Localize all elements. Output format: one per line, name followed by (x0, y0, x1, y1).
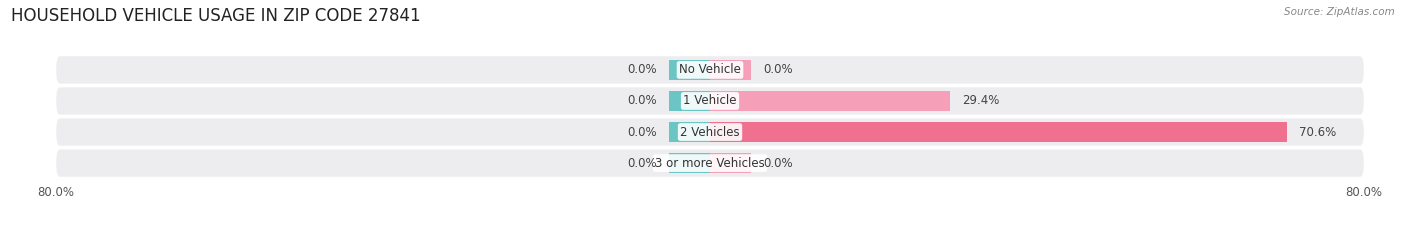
FancyBboxPatch shape (56, 87, 1364, 115)
Text: No Vehicle: No Vehicle (679, 63, 741, 76)
Text: 1 Vehicle: 1 Vehicle (683, 94, 737, 107)
Text: HOUSEHOLD VEHICLE USAGE IN ZIP CODE 27841: HOUSEHOLD VEHICLE USAGE IN ZIP CODE 2784… (11, 7, 420, 25)
Bar (710, 154, 751, 173)
Text: 0.0%: 0.0% (763, 157, 793, 170)
Bar (710, 122, 1286, 142)
Text: 0.0%: 0.0% (627, 157, 657, 170)
Bar (669, 60, 710, 79)
Text: 29.4%: 29.4% (963, 94, 1000, 107)
Bar (710, 91, 950, 111)
Text: 70.6%: 70.6% (1299, 126, 1337, 139)
Text: 0.0%: 0.0% (627, 126, 657, 139)
Bar (669, 91, 710, 111)
Text: 0.0%: 0.0% (627, 63, 657, 76)
FancyBboxPatch shape (56, 56, 1364, 84)
FancyBboxPatch shape (56, 149, 1364, 177)
Text: 0.0%: 0.0% (763, 63, 793, 76)
Text: 0.0%: 0.0% (627, 94, 657, 107)
Text: 3 or more Vehicles: 3 or more Vehicles (655, 157, 765, 170)
Text: Source: ZipAtlas.com: Source: ZipAtlas.com (1284, 7, 1395, 17)
Text: 2 Vehicles: 2 Vehicles (681, 126, 740, 139)
Bar (669, 122, 710, 142)
Bar (669, 154, 710, 173)
Bar (710, 60, 751, 79)
FancyBboxPatch shape (56, 118, 1364, 146)
